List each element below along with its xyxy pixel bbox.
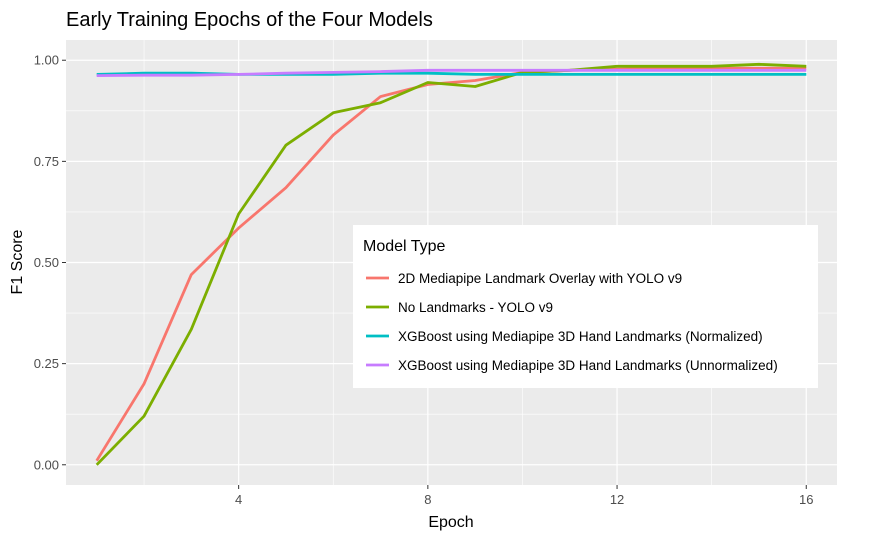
legend-label: XGBoost using Mediapipe 3D Hand Landmark… <box>398 329 763 344</box>
legend-items: 2D Mediapipe Landmark Overlay with YOLO … <box>366 271 778 373</box>
y-tick-label: 0.00 <box>34 457 59 472</box>
legend-box <box>353 225 818 388</box>
legend-label: No Landmarks - YOLO v9 <box>398 300 553 315</box>
y-tick-label: 1.00 <box>34 53 59 68</box>
legend-title: Model Type <box>363 238 446 255</box>
x-tick-label: 4 <box>235 492 242 507</box>
series-line <box>96 68 807 77</box>
y-axis-ticks: 0.00 0.25 0.50 0.75 1.00 <box>34 53 66 472</box>
chart-title: Early Training Epochs of the Four Models <box>66 9 433 31</box>
x-tick-label: 8 <box>424 492 431 507</box>
series-lines <box>95 62 807 466</box>
y-tick-label: 0.50 <box>34 255 59 270</box>
series-line <box>95 66 807 462</box>
legend: Model Type 2D Mediapipe Landmark Overlay… <box>353 225 818 388</box>
y-tick-label: 0.25 <box>34 356 59 371</box>
x-tick-label: 16 <box>799 492 813 507</box>
y-tick-label: 0.75 <box>34 154 59 169</box>
x-axis-title: Epoch <box>428 514 473 531</box>
series-line <box>95 62 807 466</box>
legend-label: XGBoost using Mediapipe 3D Hand Landmark… <box>398 358 778 373</box>
x-axis-ticks: 4 8 12 16 <box>235 485 813 507</box>
x-tick-label: 12 <box>610 492 624 507</box>
legend-label: 2D Mediapipe Landmark Overlay with YOLO … <box>398 271 682 286</box>
y-axis-title: F1 Score <box>9 229 26 294</box>
